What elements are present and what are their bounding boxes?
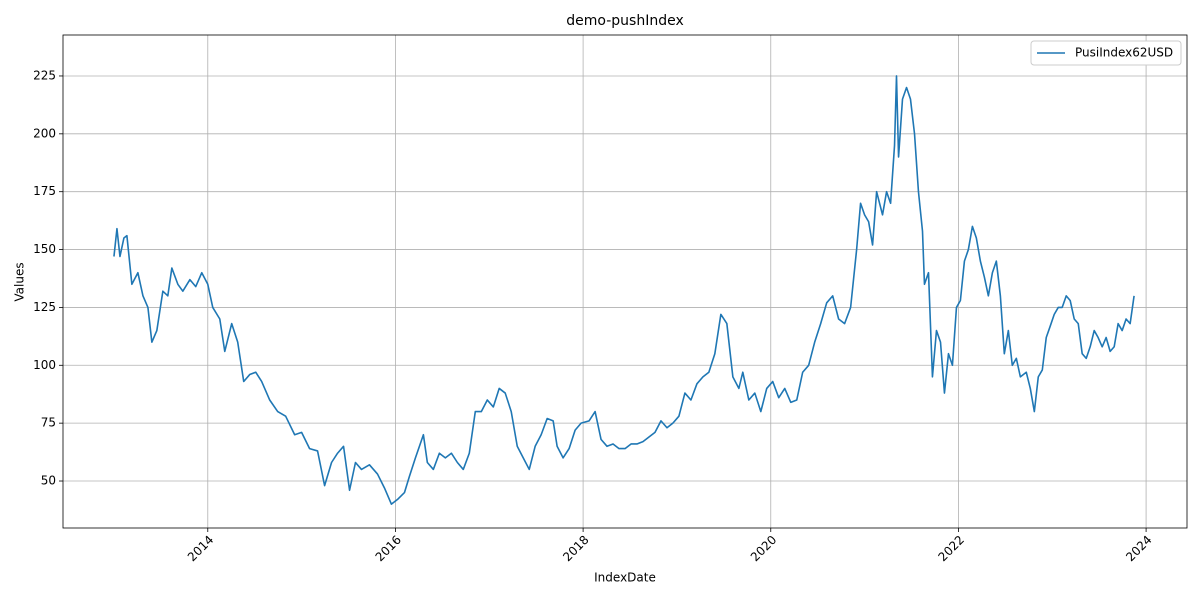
- y-tick-label: 175: [33, 184, 56, 198]
- x-axis-label: IndexDate: [594, 571, 656, 585]
- x-tick-label: 2020: [748, 533, 779, 564]
- y-tick-label: 125: [33, 300, 56, 314]
- x-tick-label: 2014: [185, 533, 216, 564]
- x-tick-label: 2018: [560, 533, 591, 564]
- x-tick-label: 2024: [1123, 533, 1154, 564]
- y-tick-label: 150: [33, 242, 56, 256]
- data-line: [113, 75, 1135, 505]
- x-tick-label: 2016: [373, 533, 404, 564]
- y-axis-label: Values: [13, 262, 27, 301]
- y-tick-label: 200: [33, 126, 56, 140]
- legend-label: PusiIndex62USD: [1075, 46, 1173, 60]
- y-tick-label: 75: [41, 416, 56, 430]
- plot-frame: [62, 34, 1188, 529]
- legend-box: [1030, 40, 1182, 66]
- y-tick-label: 100: [33, 358, 56, 372]
- y-tick-label: 50: [41, 474, 56, 488]
- x-tick-label: 2022: [936, 533, 967, 564]
- chart-title: demo-pushIndex: [566, 13, 683, 29]
- legend: PusiIndex62USD: [1030, 40, 1182, 66]
- y-tick-label: 225: [33, 68, 56, 82]
